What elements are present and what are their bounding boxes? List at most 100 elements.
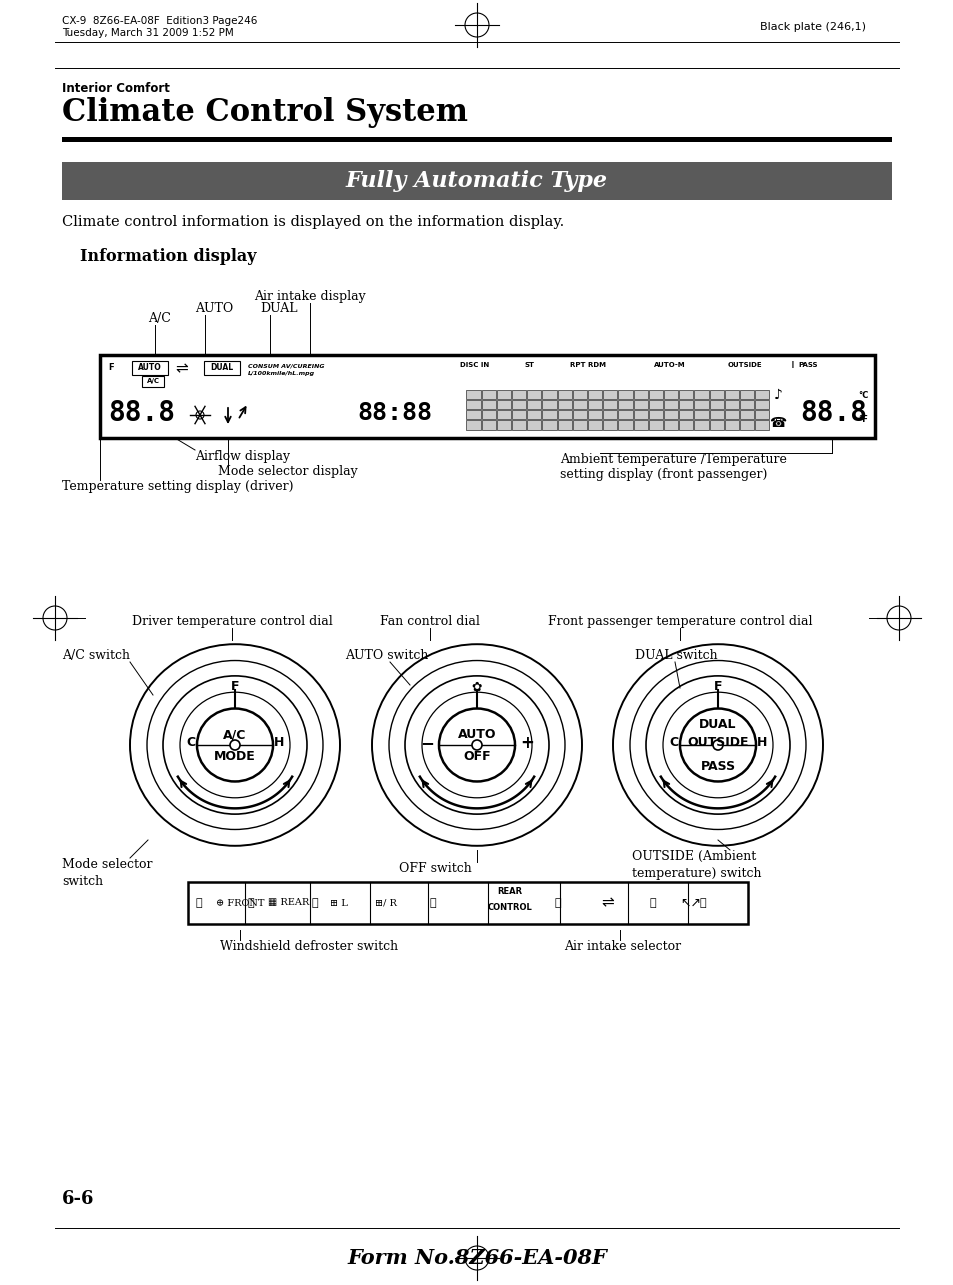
Bar bbox=[602, 400, 617, 409]
Bar bbox=[755, 410, 769, 419]
Text: CONSUM AV/CUREING: CONSUM AV/CUREING bbox=[248, 362, 324, 368]
Bar bbox=[466, 389, 480, 398]
Text: ⊕ FRONT: ⊕ FRONT bbox=[215, 898, 264, 907]
Bar bbox=[497, 410, 511, 419]
Text: Mode selector display: Mode selector display bbox=[218, 465, 357, 478]
Bar bbox=[633, 410, 647, 419]
Text: OUTSIDE (Ambient
temperature) switch: OUTSIDE (Ambient temperature) switch bbox=[631, 849, 760, 880]
Text: ❙: ❙ bbox=[195, 898, 202, 908]
Bar bbox=[573, 400, 586, 409]
Text: CX-9  8Z66-EA-08F  Edition3 Page246: CX-9 8Z66-EA-08F Edition3 Page246 bbox=[62, 15, 257, 26]
Text: Air intake display: Air intake display bbox=[253, 290, 366, 303]
Bar bbox=[679, 410, 693, 419]
Text: ⊞ L: ⊞ L bbox=[330, 898, 348, 907]
Bar bbox=[679, 389, 693, 398]
Text: ❙: ❙ bbox=[555, 898, 561, 908]
Bar bbox=[512, 389, 526, 398]
Bar bbox=[497, 420, 511, 429]
Bar bbox=[633, 420, 647, 429]
Text: Fully Automatic Type: Fully Automatic Type bbox=[346, 170, 607, 191]
Text: −: − bbox=[419, 734, 434, 752]
Text: H: H bbox=[756, 736, 766, 749]
Text: ⇌: ⇌ bbox=[601, 896, 614, 911]
Circle shape bbox=[195, 411, 204, 419]
Bar bbox=[497, 389, 511, 398]
Text: ❙: ❙ bbox=[700, 898, 706, 908]
Bar bbox=[204, 361, 240, 375]
Bar bbox=[618, 420, 632, 429]
Bar bbox=[527, 389, 541, 398]
Text: Windshield defroster switch: Windshield defroster switch bbox=[220, 941, 397, 953]
Text: AUTO switch: AUTO switch bbox=[345, 649, 428, 662]
Bar bbox=[633, 400, 647, 409]
Bar bbox=[542, 420, 557, 429]
Text: PASS: PASS bbox=[798, 362, 817, 368]
Bar bbox=[648, 410, 662, 419]
Bar bbox=[724, 400, 739, 409]
Text: Interior Comfort: Interior Comfort bbox=[62, 82, 170, 95]
Bar bbox=[755, 389, 769, 398]
Bar bbox=[512, 400, 526, 409]
Text: ⊞/ R: ⊞/ R bbox=[375, 898, 396, 907]
Bar bbox=[740, 410, 754, 419]
Bar bbox=[100, 355, 874, 438]
Bar bbox=[602, 410, 617, 419]
Text: OUTSIDE: OUTSIDE bbox=[686, 736, 748, 749]
Text: AUTO: AUTO bbox=[194, 302, 233, 315]
Text: H: H bbox=[274, 736, 284, 749]
Text: OUTSIDE: OUTSIDE bbox=[727, 362, 761, 368]
Text: C: C bbox=[669, 736, 678, 749]
Bar bbox=[188, 882, 747, 924]
Text: F: F bbox=[713, 681, 721, 694]
Bar bbox=[694, 400, 708, 409]
Bar bbox=[709, 410, 723, 419]
Text: Form No.8Z66-EA-08F: Form No.8Z66-EA-08F bbox=[347, 1248, 606, 1268]
Text: 88:88: 88:88 bbox=[357, 401, 432, 425]
Text: AUTO-M: AUTO-M bbox=[654, 362, 685, 368]
Text: ❙: ❙ bbox=[789, 361, 795, 369]
Bar bbox=[694, 420, 708, 429]
Text: ↖↗: ↖↗ bbox=[679, 897, 700, 910]
Text: ⇌: ⇌ bbox=[175, 361, 188, 377]
Text: Driver temperature control dial: Driver temperature control dial bbox=[132, 616, 332, 628]
Text: Air intake selector: Air intake selector bbox=[563, 941, 680, 953]
Bar bbox=[587, 410, 601, 419]
Text: OFF switch: OFF switch bbox=[398, 862, 471, 875]
Text: F: F bbox=[108, 362, 113, 371]
Bar bbox=[542, 410, 557, 419]
Bar bbox=[663, 400, 678, 409]
Text: AUTO: AUTO bbox=[138, 364, 162, 373]
Bar bbox=[132, 361, 168, 375]
Text: ☎: ☎ bbox=[768, 416, 786, 430]
Bar bbox=[740, 420, 754, 429]
Bar bbox=[694, 389, 708, 398]
Bar bbox=[542, 389, 557, 398]
Text: A/C switch: A/C switch bbox=[62, 649, 130, 662]
Text: Information display: Information display bbox=[80, 248, 256, 265]
Text: +: + bbox=[519, 734, 534, 752]
Bar bbox=[512, 420, 526, 429]
Bar bbox=[602, 420, 617, 429]
Text: ❙: ❙ bbox=[430, 898, 436, 908]
Text: MODE: MODE bbox=[213, 750, 255, 763]
Bar bbox=[466, 420, 480, 429]
Text: 88.8: 88.8 bbox=[800, 400, 866, 427]
Bar bbox=[142, 377, 164, 387]
Text: A/C: A/C bbox=[223, 729, 247, 741]
Text: Climate Control System: Climate Control System bbox=[62, 96, 468, 128]
Bar bbox=[709, 389, 723, 398]
Bar bbox=[573, 389, 586, 398]
Bar bbox=[558, 420, 571, 429]
Text: ❙: ❙ bbox=[248, 898, 254, 908]
Text: A/C: A/C bbox=[148, 312, 171, 325]
Text: OFF: OFF bbox=[463, 750, 490, 763]
Text: Ambient temperature /Temperature: Ambient temperature /Temperature bbox=[559, 454, 786, 466]
Text: Mode selector
switch: Mode selector switch bbox=[62, 858, 152, 888]
Text: Black plate (246,1): Black plate (246,1) bbox=[760, 22, 865, 32]
Bar bbox=[542, 400, 557, 409]
Bar bbox=[648, 389, 662, 398]
Text: Fan control dial: Fan control dial bbox=[379, 616, 479, 628]
Bar bbox=[755, 420, 769, 429]
Text: setting display (front passenger): setting display (front passenger) bbox=[559, 468, 766, 481]
Text: A/C: A/C bbox=[147, 379, 159, 384]
